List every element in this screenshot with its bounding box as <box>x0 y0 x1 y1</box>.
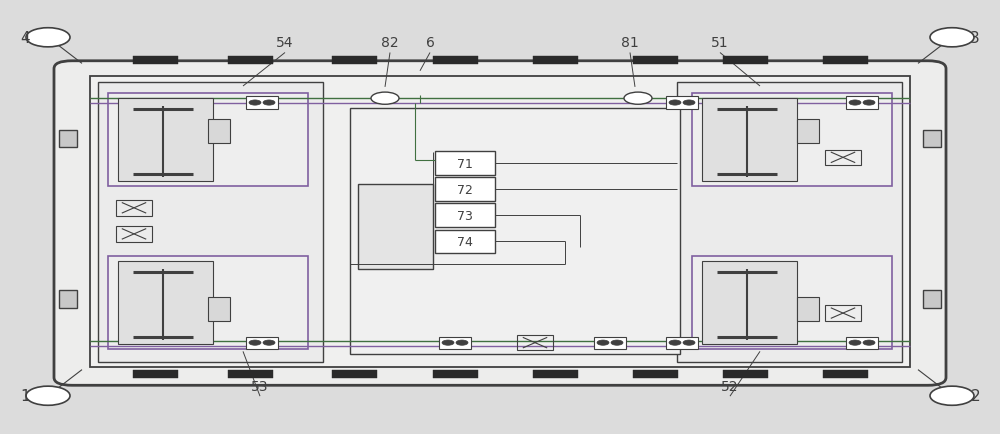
Circle shape <box>863 340 875 345</box>
Circle shape <box>849 340 861 345</box>
Circle shape <box>683 101 695 106</box>
Text: 82: 82 <box>381 36 399 50</box>
Circle shape <box>249 101 261 106</box>
Bar <box>116 201 152 216</box>
Bar <box>666 337 698 349</box>
Circle shape <box>849 101 861 106</box>
Bar <box>358 184 433 269</box>
Bar <box>722 370 768 378</box>
Text: 52: 52 <box>721 379 739 393</box>
Bar <box>846 97 878 109</box>
FancyBboxPatch shape <box>54 62 946 385</box>
Circle shape <box>456 340 468 345</box>
Circle shape <box>669 101 681 106</box>
Text: 6: 6 <box>426 36 434 50</box>
Circle shape <box>683 340 695 345</box>
Bar <box>132 56 178 65</box>
Text: 74: 74 <box>457 236 473 248</box>
Bar <box>246 97 278 109</box>
Bar <box>228 370 272 378</box>
Bar <box>722 56 768 65</box>
Bar <box>59 291 77 308</box>
Text: 51: 51 <box>711 36 729 50</box>
Text: 72: 72 <box>457 184 473 196</box>
Circle shape <box>597 340 609 345</box>
Bar <box>435 204 495 228</box>
Bar <box>923 291 941 308</box>
Circle shape <box>930 29 974 48</box>
Bar <box>432 56 478 65</box>
Bar <box>846 337 878 349</box>
Bar <box>432 370 478 378</box>
Bar <box>666 97 698 109</box>
Bar <box>702 262 797 344</box>
Circle shape <box>611 340 623 345</box>
Bar <box>533 56 578 65</box>
Bar <box>208 297 230 321</box>
Bar <box>435 152 495 176</box>
Bar <box>90 77 910 367</box>
Bar <box>633 56 678 65</box>
Text: 4: 4 <box>20 31 30 46</box>
Bar <box>132 370 178 378</box>
Bar <box>692 256 892 349</box>
Circle shape <box>26 386 70 405</box>
Bar <box>228 56 272 65</box>
Bar <box>116 227 152 242</box>
Bar <box>350 108 680 354</box>
Bar <box>435 178 495 202</box>
Bar <box>923 130 941 148</box>
Bar <box>692 93 892 187</box>
Bar <box>435 230 495 254</box>
Bar <box>118 99 213 181</box>
Bar <box>332 56 377 65</box>
Bar <box>98 82 323 362</box>
Circle shape <box>863 101 875 106</box>
Bar <box>108 93 308 187</box>
Bar <box>108 256 308 349</box>
Circle shape <box>26 29 70 48</box>
Bar <box>118 262 213 344</box>
Text: 53: 53 <box>251 379 269 393</box>
Bar <box>439 337 471 349</box>
Text: 1: 1 <box>20 388 30 403</box>
Text: 73: 73 <box>457 210 473 222</box>
Circle shape <box>263 101 275 106</box>
Text: 54: 54 <box>276 36 294 50</box>
Circle shape <box>624 93 652 105</box>
Bar <box>825 150 861 166</box>
Text: 71: 71 <box>457 158 473 170</box>
Bar <box>677 82 902 362</box>
Circle shape <box>371 93 399 105</box>
Bar <box>59 130 77 148</box>
Circle shape <box>249 340 261 345</box>
Bar <box>633 370 678 378</box>
Text: 81: 81 <box>621 36 639 50</box>
Circle shape <box>442 340 454 345</box>
Bar <box>822 56 868 65</box>
Circle shape <box>263 340 275 345</box>
Bar <box>594 337 626 349</box>
Bar <box>332 370 377 378</box>
Bar <box>825 306 861 321</box>
Bar <box>517 335 553 351</box>
Circle shape <box>930 386 974 405</box>
Bar <box>246 337 278 349</box>
Circle shape <box>669 340 681 345</box>
Text: 2: 2 <box>970 388 980 403</box>
Bar <box>533 370 578 378</box>
Bar <box>797 297 819 321</box>
Bar <box>822 370 868 378</box>
Bar <box>797 119 819 143</box>
Bar <box>208 119 230 143</box>
Bar <box>702 99 797 181</box>
Text: 3: 3 <box>970 31 980 46</box>
